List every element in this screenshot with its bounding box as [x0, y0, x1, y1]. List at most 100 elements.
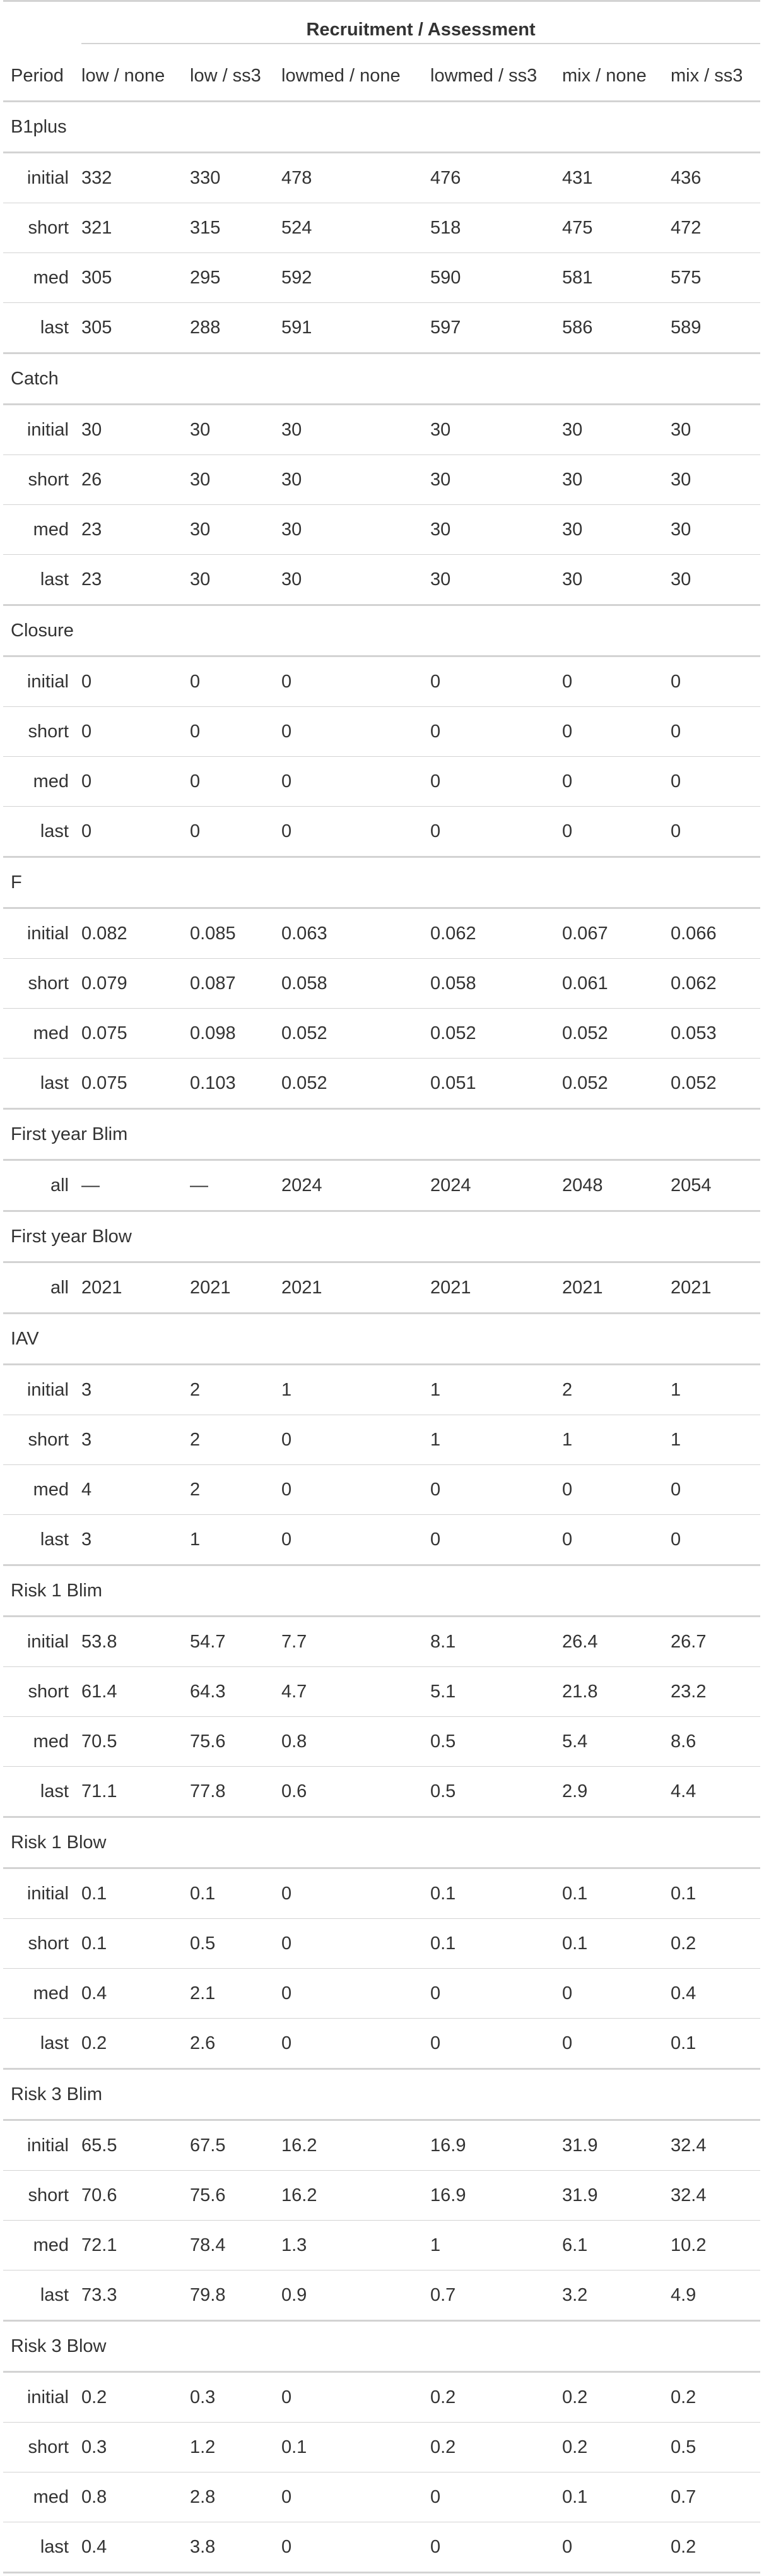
period-cell: initial: [3, 2371, 74, 2423]
value-cell: 2.6: [182, 2018, 274, 2070]
period-cell: initial: [3, 908, 74, 959]
value-cell: 10.2: [663, 2220, 761, 2270]
column-header: mix / ss3: [663, 51, 761, 102]
value-cell: 0.3: [74, 2422, 182, 2472]
value-cell: 524: [274, 203, 423, 253]
table-row: short 0.3 1.2 0.1 0.2 0.2 0.5: [3, 2422, 761, 2472]
value-cell: 77.8: [182, 1766, 274, 1818]
value-cell: 23: [74, 554, 182, 606]
spanner-header: Recruitment / Assessment: [74, 0, 761, 51]
value-cell: 0: [423, 2018, 555, 2070]
value-cell: 31.9: [555, 2120, 663, 2171]
group-header-row: IAV: [3, 1313, 761, 1365]
value-cell: 436: [663, 152, 761, 203]
value-cell: 0: [274, 1968, 423, 2019]
value-cell: 70.5: [74, 1716, 182, 1767]
value-cell: 71.1: [74, 1766, 182, 1818]
period-cell: med: [3, 504, 74, 555]
group-label: First year Blim: [3, 1108, 761, 1161]
value-cell: 73.3: [74, 2270, 182, 2322]
table-row: last 0.4 3.8 0 0 0 0.2: [3, 2522, 761, 2573]
value-cell: 0.103: [182, 1058, 274, 1110]
value-cell: 26.4: [555, 1616, 663, 1667]
value-cell: 575: [663, 252, 761, 303]
value-cell: 0: [663, 1514, 761, 1566]
table-row: last 305 288 591 597 586 589: [3, 302, 761, 354]
value-cell: 586: [555, 302, 663, 354]
value-cell: 476: [423, 152, 555, 203]
value-cell: 431: [555, 152, 663, 203]
value-cell: 30: [555, 554, 663, 606]
value-cell: 0.061: [555, 958, 663, 1009]
value-cell: 7.7: [274, 1616, 423, 1667]
value-cell: 3: [74, 1364, 182, 1415]
value-cell: 30: [555, 504, 663, 555]
period-cell: short: [3, 1415, 74, 1465]
value-cell: 597: [423, 302, 555, 354]
value-cell: 2: [182, 1464, 274, 1515]
table-row: short 0.1 0.5 0 0.1 0.1 0.2: [3, 1918, 761, 1969]
value-cell: 2024: [423, 1160, 555, 1212]
group-header-row: F: [3, 857, 761, 909]
value-cell: 0: [423, 1514, 555, 1566]
value-cell: 5.1: [423, 1666, 555, 1717]
value-cell: 64.3: [182, 1666, 274, 1717]
value-cell: 30: [423, 454, 555, 505]
value-cell: 591: [274, 302, 423, 354]
period-cell: last: [3, 806, 74, 858]
value-cell: 0: [74, 756, 182, 807]
value-cell: 0: [663, 806, 761, 858]
period-cell: last: [3, 554, 74, 606]
value-cell: 30: [423, 554, 555, 606]
value-cell: 30: [423, 504, 555, 555]
value-cell: 2024: [274, 1160, 423, 1212]
period-cell: med: [3, 1008, 74, 1059]
value-cell: 30: [663, 454, 761, 505]
value-cell: 4.9: [663, 2270, 761, 2322]
value-cell: 0.075: [74, 1008, 182, 1059]
period-cell: initial: [3, 1616, 74, 1667]
value-cell: 3.2: [555, 2270, 663, 2322]
value-cell: 30: [182, 404, 274, 455]
period-cell: initial: [3, 404, 74, 455]
value-cell: 0.079: [74, 958, 182, 1009]
value-cell: 0.8: [274, 1716, 423, 1767]
value-cell: 0.1: [423, 1868, 555, 1919]
value-cell: 1: [423, 2220, 555, 2270]
value-cell: 2.1: [182, 1968, 274, 2019]
table-row: med 0.075 0.098 0.052 0.052 0.052 0.053: [3, 1008, 761, 1059]
group-header-row: First year Blow: [3, 1211, 761, 1263]
table-row: last 73.3 79.8 0.9 0.7 3.2 4.9: [3, 2270, 761, 2322]
value-cell: 0: [555, 706, 663, 757]
value-cell: 0: [274, 1868, 423, 1919]
value-cell: 0: [274, 1918, 423, 1969]
value-cell: 0.2: [555, 2371, 663, 2423]
value-cell: 30: [663, 404, 761, 455]
value-cell: 0.2: [555, 2422, 663, 2472]
value-cell: 0.052: [274, 1008, 423, 1059]
value-cell: 0: [182, 756, 274, 807]
value-cell: 8.6: [663, 1716, 761, 1767]
value-cell: 0.066: [663, 908, 761, 959]
period-cell: short: [3, 454, 74, 505]
value-cell: 288: [182, 302, 274, 354]
value-cell: 0: [274, 706, 423, 757]
value-cell: 16.2: [274, 2170, 423, 2221]
group-header-row: Risk 3 Blow: [3, 2320, 761, 2373]
column-header: low / none: [74, 51, 182, 102]
value-cell: 0: [182, 706, 274, 757]
value-cell: 2.8: [182, 2472, 274, 2522]
value-cell: 16.9: [423, 2170, 555, 2221]
value-cell: 3.8: [182, 2522, 274, 2573]
value-cell: 75.6: [182, 2170, 274, 2221]
value-cell: 0.052: [423, 1008, 555, 1059]
value-cell: 0.2: [663, 2371, 761, 2423]
group-header-row: Risk 3 Blim: [3, 2069, 761, 2121]
value-cell: 30: [274, 554, 423, 606]
value-cell: —: [182, 1160, 274, 1212]
value-cell: 0.5: [663, 2422, 761, 2472]
table-row: med 4 2 0 0 0 0: [3, 1464, 761, 1515]
value-cell: 0.075: [74, 1058, 182, 1110]
value-cell: 0: [555, 756, 663, 807]
value-cell: 0: [274, 2472, 423, 2522]
